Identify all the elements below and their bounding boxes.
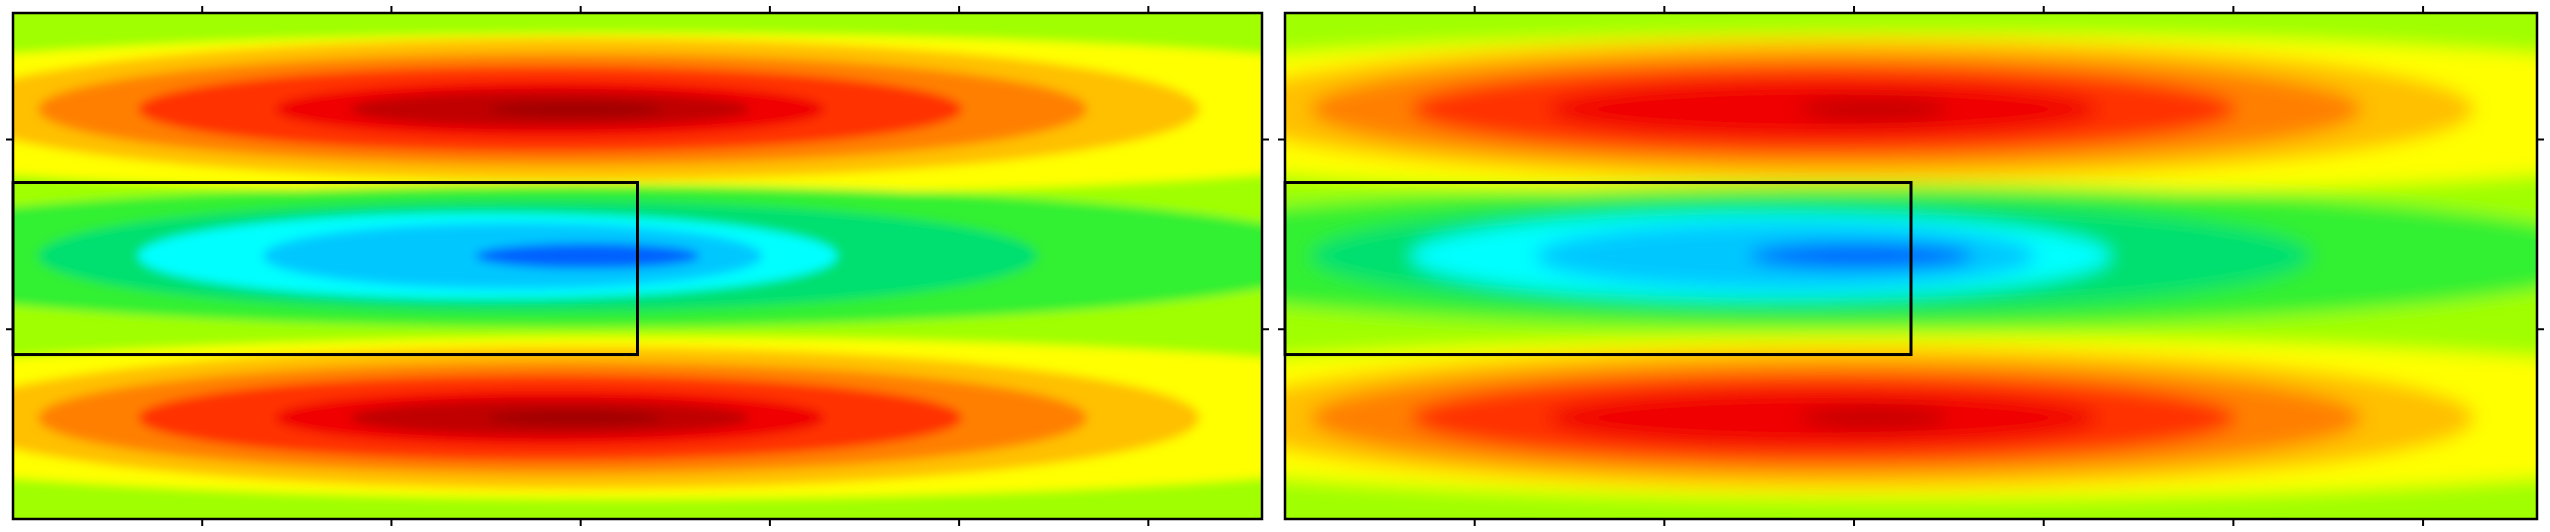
contour-band (1748, 243, 1974, 269)
contour-band (487, 101, 663, 117)
contour-band (475, 243, 700, 269)
contour-band (1798, 407, 1949, 428)
contour-band (1798, 99, 1949, 120)
inset-box (11, 181, 639, 357)
inset-box (1283, 181, 1913, 357)
contour-band (487, 410, 663, 426)
